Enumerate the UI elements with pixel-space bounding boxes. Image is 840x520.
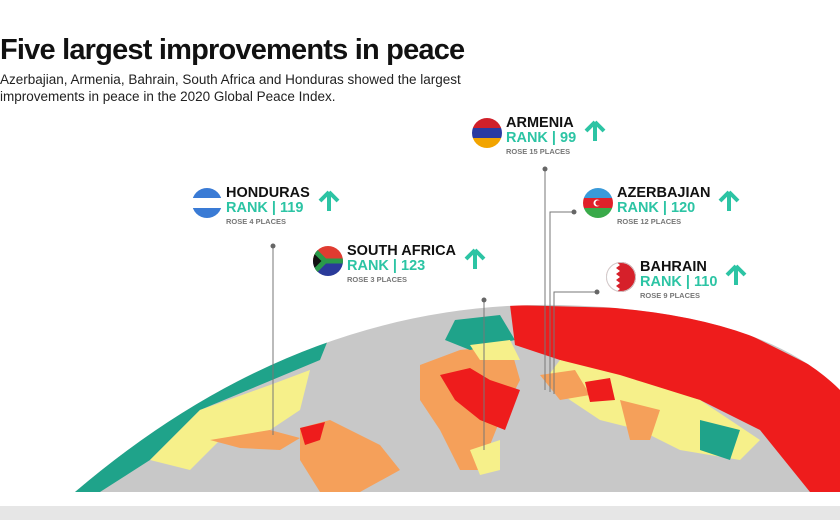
country-rank: RANK | 110	[640, 274, 718, 290]
subtitle: Azerbajian, Armenia, Bahrain, South Afri…	[0, 72, 461, 104]
country-name: ARMENIA	[506, 115, 574, 131]
country-card-azerbaijan: AZERBAJIAN RANK | 120 ROSE 12 PLACES	[583, 186, 740, 227]
arrow-up-icon	[464, 248, 486, 269]
region-europe	[445, 315, 515, 350]
region-east-asia	[700, 420, 740, 460]
region-middle-east	[540, 370, 590, 400]
country-name: BAHRAIN	[640, 259, 707, 275]
region-russia	[510, 305, 840, 492]
region-venezuela	[300, 422, 325, 445]
region-south-america	[300, 420, 400, 492]
region-north-america-north	[75, 335, 330, 492]
region-north-america	[150, 370, 310, 470]
country-card-honduras: HONDURAS RANK | 119 ROSE 4 PLACES	[192, 186, 340, 227]
arrow-up-icon	[318, 190, 340, 211]
region-southern-europe	[470, 340, 520, 360]
country-change: ROSE 12 PLACES	[617, 217, 682, 226]
country-change: ROSE 9 PLACES	[640, 291, 701, 300]
region-central-africa	[440, 368, 520, 430]
region-southern-africa	[470, 440, 500, 475]
country-name: SOUTH AFRICA	[347, 243, 457, 259]
bahrain-flag-icon	[606, 262, 636, 292]
arrow-up-icon	[725, 264, 747, 285]
country-rank: RANK | 123	[347, 258, 426, 274]
country-rank: RANK | 120	[617, 200, 696, 216]
country-change: ROSE 15 PLACES	[506, 147, 571, 156]
honduras-flag-icon	[192, 188, 222, 218]
region-india	[620, 400, 660, 440]
country-change: ROSE 4 PLACES	[226, 217, 287, 226]
south-africa-flag-icon	[313, 246, 343, 276]
arrow-up-icon	[584, 120, 606, 141]
country-name: AZERBAJIAN	[617, 185, 711, 201]
region-afghanistan	[585, 378, 615, 402]
country-change: ROSE 3 PLACES	[347, 275, 408, 284]
region-central-america	[210, 430, 300, 450]
azerbaijan-flag-icon	[583, 188, 613, 218]
arrow-up-icon	[719, 190, 740, 211]
country-card-armenia: ARMENIA RANK | 99 ROSE 15 PLACES	[472, 116, 606, 157]
page-title: Five largest improvements in peace	[0, 34, 465, 66]
bottom-bar	[0, 506, 840, 520]
country-card-bahrain: BAHRAIN RANK | 110 ROSE 9 PLACES	[606, 260, 747, 301]
armenia-flag-icon	[472, 118, 502, 148]
country-name: HONDURAS	[226, 185, 310, 201]
country-rank: RANK | 99	[506, 130, 577, 146]
country-card-south-africa: SOUTH AFRICA RANK | 123 ROSE 3 PLACES	[313, 244, 486, 285]
country-rank: RANK | 119	[226, 200, 304, 216]
